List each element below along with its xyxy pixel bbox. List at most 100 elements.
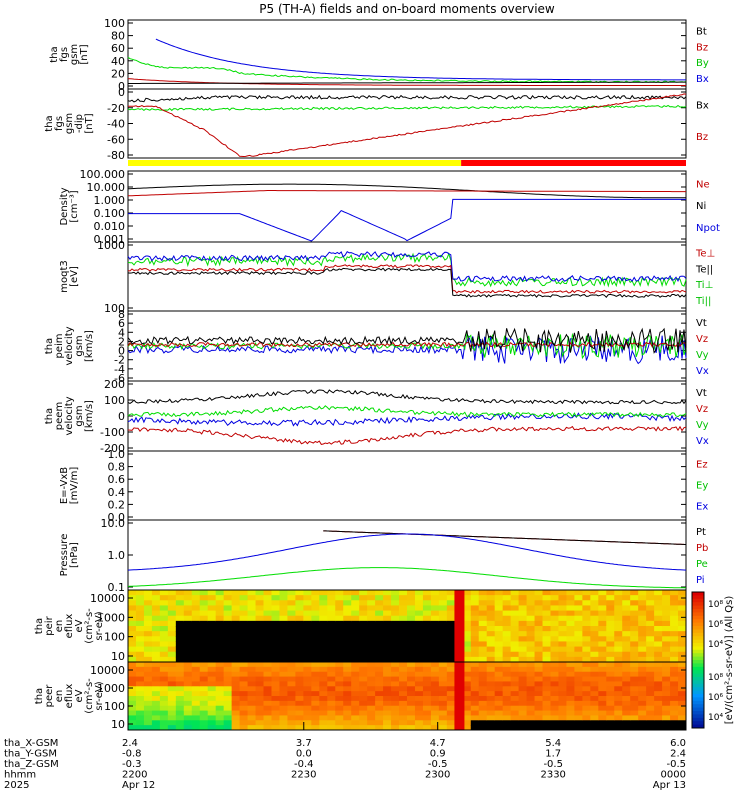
colorbar-cell [692,595,704,600]
heatmap-cell [191,641,201,648]
heatmap-cell [678,705,687,712]
heatmap-cell [207,615,217,622]
heatmap-cell [135,715,145,721]
heatmap-cell [175,646,185,653]
heatmap-cell [590,626,599,632]
heatmap-cell [375,595,384,601]
heatmap-cell [143,681,153,687]
heatmap-cell [399,590,408,596]
heatmap-cell [215,671,225,678]
heatmap-cell [446,725,456,731]
heatmap-cell [534,641,544,648]
heatmap-cell [319,710,328,716]
heatmap-cell [598,700,607,707]
heatmap-cell [183,615,193,622]
heatmap-cell [135,671,145,678]
heatmap-cell [159,590,169,596]
heatmap-cell [638,662,647,668]
heatmap-cell [670,691,679,697]
heatmap-cell [407,626,416,632]
heatmap-cell [263,666,272,673]
heatmap-cell [343,651,352,658]
colorbar-cell [692,697,704,702]
heatmap-cell [335,595,344,601]
heatmap-cell [550,620,559,627]
heatmap-cell [167,610,177,617]
heatmap-cell [287,595,296,601]
heatmap-cell [271,686,280,692]
heatmap-cell [590,725,599,731]
heatmap-cell [630,595,639,601]
heatmap-cell [606,681,615,687]
heatmap-cell [486,600,496,606]
heatmap-cell [303,720,312,726]
heatmap-cell [279,615,288,622]
heatmap-cell [215,636,225,642]
heatmap-cell [175,681,185,687]
heatmap-cell [271,646,280,653]
y-axis-label: peer [44,684,55,708]
heatmap-cell [566,725,575,731]
heatmap-cell [438,620,448,627]
heatmap-cell [263,705,272,712]
heatmap-cell [638,686,647,692]
heatmap-cell [446,715,456,721]
heatmap-cell [327,651,336,658]
panel-frame [127,19,687,90]
heatmap-cell [646,641,655,648]
heatmap-cell [359,595,368,601]
heatmap-cell [279,710,288,716]
heatmap-cell [303,636,312,642]
heatmap-cell [462,605,472,612]
heatmap-cell [606,720,615,726]
heatmap-cell [247,590,257,596]
heatmap-cell [486,666,496,673]
y-axis-label: en [54,690,65,703]
heatmap-cell [462,600,472,606]
x-axis-value: 0.9 [430,749,446,760]
heatmap-cell [271,676,280,682]
heatmap-cell [678,725,687,731]
heatmap-cell [287,651,296,658]
heatmap-cell [167,691,177,697]
heatmap-cell [526,720,536,726]
colorbar-cell [692,653,704,658]
heatmap-cell [654,725,663,731]
heatmap-cell [383,600,392,606]
heatmap-cell [486,720,496,726]
heatmap-cell [470,651,480,658]
heatmap-cell [223,671,233,678]
heatmap-cell [510,595,520,601]
heatmap-cell [239,590,249,596]
heatmap-cell [287,662,296,668]
heatmap-cell [542,671,551,678]
heatmap-cell [215,651,225,658]
heatmap-cell [414,666,424,673]
heatmap-cell [375,605,384,612]
heatmap-cell [486,651,496,658]
x-axis-row-label: tha_Z-GSM [4,759,59,770]
heatmap-cell [470,636,480,642]
heatmap-cell [263,710,272,716]
heatmap-cell [510,631,520,637]
heatmap-cell [622,610,631,617]
heatmap-cell [622,691,631,697]
heatmap-cell [654,705,663,712]
heatmap-cell [199,631,209,637]
heatmap-cell [486,656,496,663]
heatmap-cell [414,590,424,596]
heatmap-cell [399,615,408,622]
heatmap-cell [215,686,225,692]
heatmap-cell [630,725,639,731]
heatmap-cell [239,700,249,707]
heatmap-cell [606,620,615,627]
heatmap-cell [518,620,528,627]
heatmap-cell [430,681,440,687]
heatmap-cell [159,666,169,673]
heatmap-cell [518,615,528,622]
heatmap-cell [407,646,416,653]
heatmap-cell [207,651,217,658]
heatmap-cell [359,615,368,622]
heatmap-cell [239,651,249,658]
heatmap-cell [135,605,145,612]
